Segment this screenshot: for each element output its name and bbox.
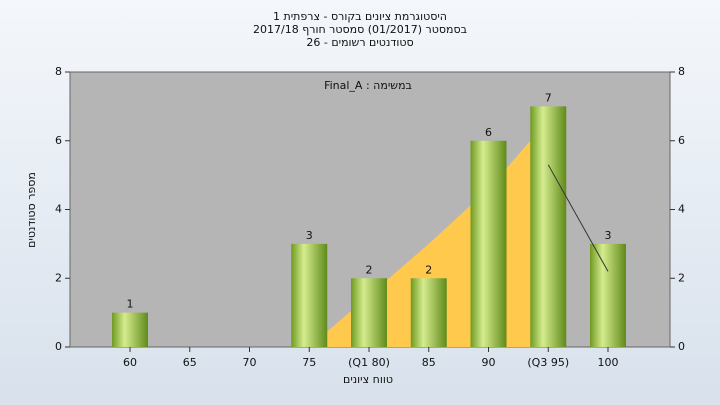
chart-subtitle: סטודנטים רשומים - 26: [306, 36, 413, 49]
x-tick-label: 75: [302, 356, 316, 369]
x-tick-label: 65: [183, 356, 197, 369]
y-tick-label: 4: [55, 203, 62, 216]
data-label: 6: [485, 126, 492, 139]
y-tick-label: 2: [55, 271, 62, 284]
x-axis-label: טווח ציונים: [343, 373, 393, 386]
x-tick-label: 60: [123, 356, 137, 369]
x-tick-label: (Q3 95): [527, 356, 569, 369]
bar: [590, 243, 626, 347]
chart-subtitle: בסמסטר (01/2017) סמסטר חורף 2017/18: [253, 23, 467, 36]
bar: [470, 140, 507, 347]
data-label: 2: [366, 263, 373, 276]
data-label: 3: [306, 229, 313, 242]
annotation: במשימה : Final_A: [324, 79, 412, 92]
y2-tick-label: 6: [678, 134, 685, 147]
chart-title: היסטוגרמת ציונים בקורס - צרפתית 1: [273, 10, 447, 23]
line: [547, 164, 609, 272]
bar: [351, 278, 387, 347]
y2-tick-label: 8: [678, 65, 685, 78]
x-tick-label: 100: [598, 356, 619, 369]
data-label: 7: [545, 91, 552, 104]
y2-tick-label: 4: [678, 203, 685, 216]
y-tick-label: 8: [55, 65, 62, 78]
bar: [112, 312, 148, 347]
y-tick-label: 0: [55, 340, 62, 353]
bar: [530, 106, 567, 347]
data-label: 2: [425, 263, 432, 276]
y2-tick-label: 2: [678, 271, 685, 284]
bar: [291, 243, 328, 347]
x-tick-label: (Q1 80): [348, 356, 390, 369]
data-label: 3: [605, 229, 612, 242]
x-tick-label: 90: [482, 356, 496, 369]
y2-tick-label: 0: [678, 340, 685, 353]
y-tick-label: 6: [55, 134, 62, 147]
data-label: 1: [127, 298, 134, 311]
y-axis-label: מספר סטודנטים: [25, 172, 38, 248]
bar: [410, 278, 447, 347]
x-tick-label: 70: [243, 356, 257, 369]
x-tick-label: 85: [422, 356, 436, 369]
